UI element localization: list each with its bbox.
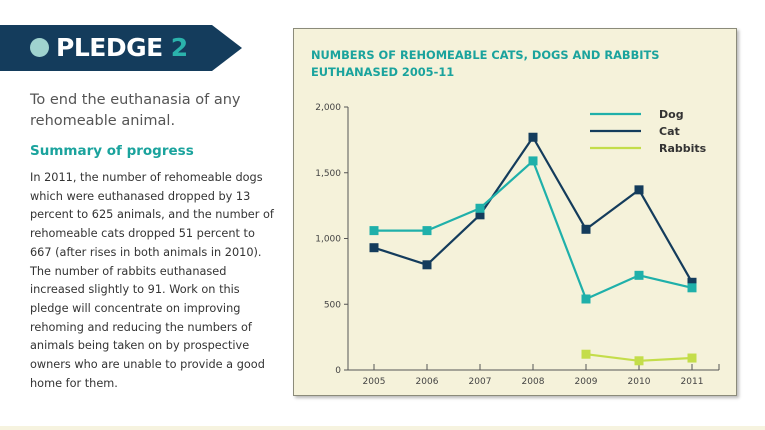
banner-arrow-shape — [212, 25, 242, 71]
cat-legend-label: Cat — [659, 125, 680, 138]
dog-data-point — [687, 283, 697, 293]
summary-body: In 2011, the number of rehomeable dogs w… — [30, 171, 274, 390]
y-tick-label: 1,500 — [315, 169, 341, 179]
pledge-lead-text: To end the euthanasia of any rehomeable … — [30, 92, 241, 129]
rabbits-data-point — [581, 349, 591, 359]
y-tick-label: 1,000 — [315, 235, 341, 245]
x-tick-label: 2011 — [681, 377, 704, 387]
y-tick-label: 0 — [335, 366, 341, 376]
chart-panel: NUMBERS OF REHOMEABLE CATS, DOGS AND RAB… — [293, 28, 737, 396]
rabbits-data-point — [687, 353, 697, 363]
chart-title: NUMBERS OF REHOMEABLE CATS, DOGS AND RAB… — [311, 48, 660, 79]
dog-data-point — [422, 226, 432, 236]
cat-data-point — [687, 277, 697, 287]
y-tick-label: 2,000 — [315, 103, 341, 113]
dog-series-line — [374, 159, 693, 301]
x-tick-label: 2006 — [416, 377, 439, 387]
rabbits-legend-label: Rabbits — [659, 142, 707, 155]
dog-data-point — [634, 270, 644, 280]
circle-icon — [30, 38, 49, 57]
rabbits-data-point — [634, 356, 644, 366]
cat-data-point — [475, 210, 485, 220]
cat-data-point — [422, 260, 432, 270]
dog-data-point — [475, 203, 485, 213]
pledge-label: PLEDGE — [56, 33, 163, 62]
x-tick-label: 2010 — [628, 377, 651, 387]
x-tick-label: 2005 — [363, 377, 386, 387]
y-tick-label: 500 — [324, 300, 341, 310]
line-chart: 0 500 1,000 1,500 2,000 2005 2006 2007 2008 2009 2… — [315, 103, 720, 387]
x-tick-label: 2007 — [469, 377, 492, 387]
cat-data-point — [634, 185, 644, 195]
dog-data-point — [581, 294, 591, 304]
dog-legend-label: Dog — [659, 108, 684, 121]
dog-data-point — [528, 156, 538, 166]
pledge-number: 2 — [170, 33, 188, 62]
cat-data-point — [369, 243, 379, 253]
x-tick-label: 2009 — [575, 377, 598, 387]
cat-data-point — [581, 224, 591, 234]
pledge-title: PLEDGE 2 — [56, 31, 188, 65]
page-footer-strip — [0, 426, 765, 430]
cat-data-point — [528, 132, 538, 142]
summary-heading: Summary of progress — [30, 143, 194, 159]
x-tick-label: 2008 — [522, 377, 545, 387]
dog-data-point — [369, 226, 379, 236]
